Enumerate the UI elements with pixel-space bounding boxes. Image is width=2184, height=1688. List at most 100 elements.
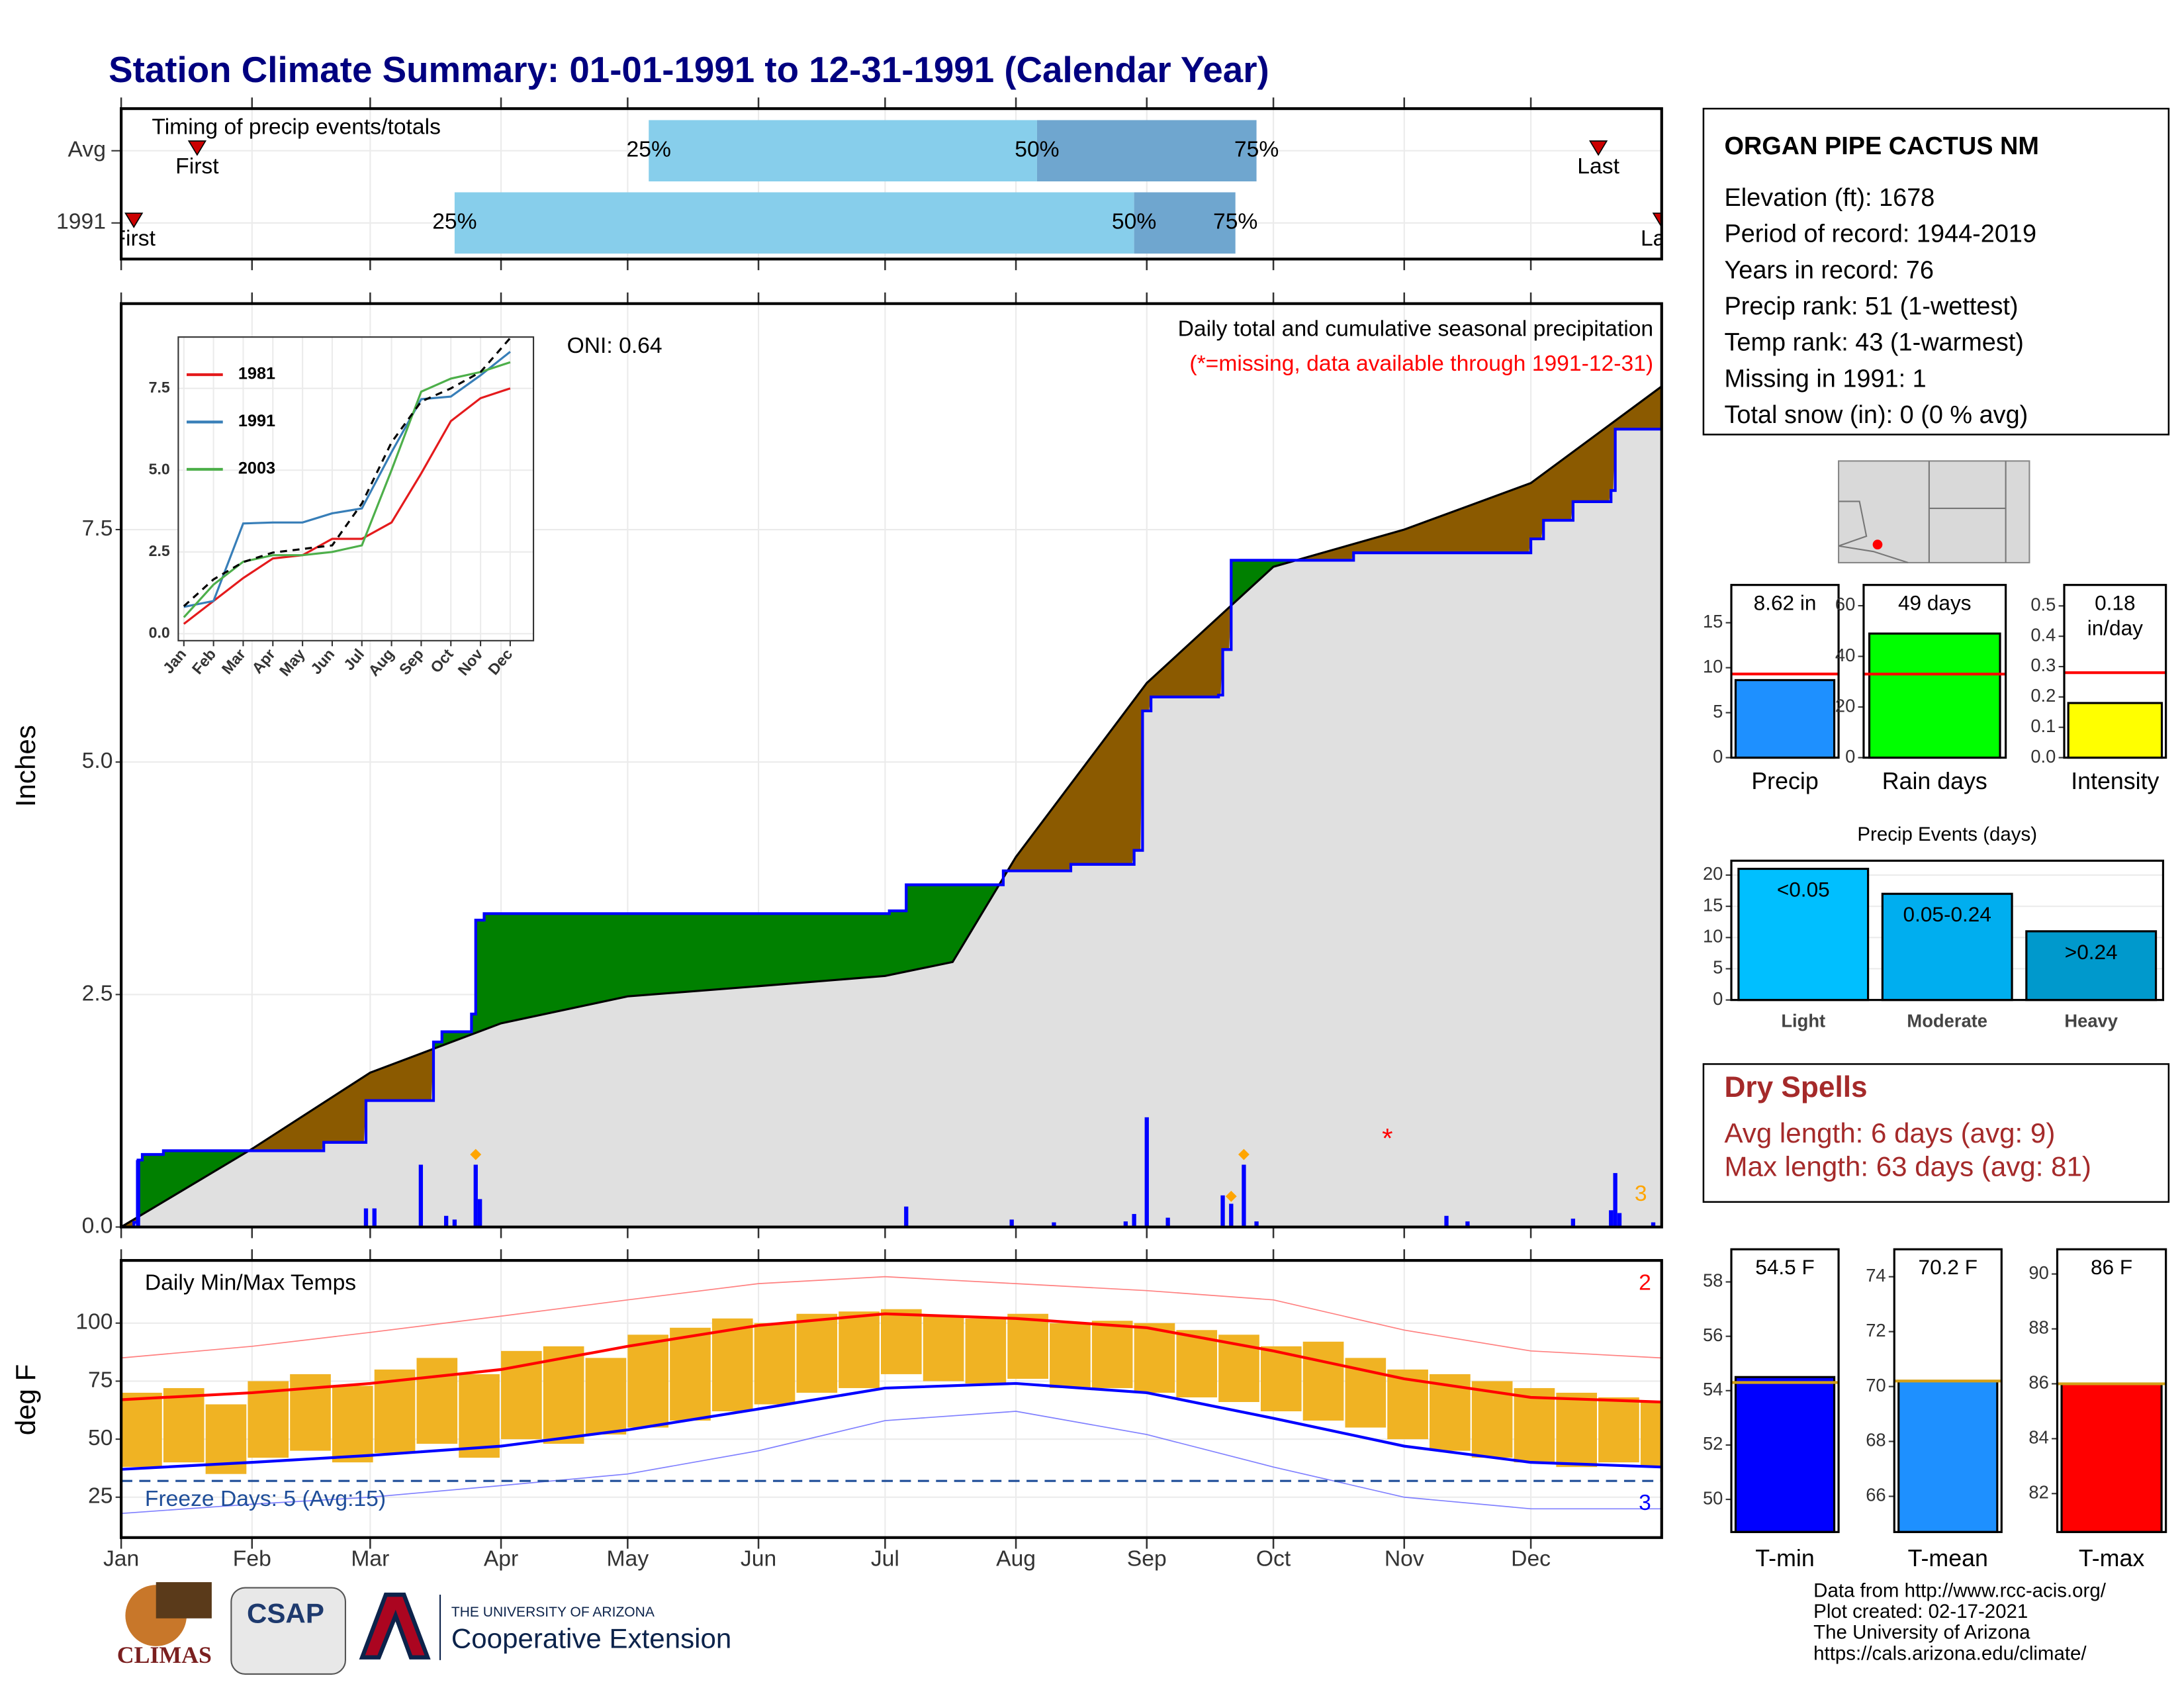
y-tick-label: 82 bbox=[2028, 1482, 2048, 1503]
bar-q50-q75 bbox=[1134, 192, 1236, 254]
quartile-label: 75% bbox=[1213, 210, 1257, 234]
temp-range-bar bbox=[923, 1316, 964, 1382]
daily-bar bbox=[1123, 1221, 1128, 1227]
station-line: Missing in 1991: 1 bbox=[1724, 365, 1926, 393]
panel-frame bbox=[1862, 584, 2007, 759]
extreme-marker bbox=[470, 1149, 482, 1160]
x-tick-label: Rain days bbox=[1882, 768, 1987, 794]
footer-logos: CLIMAS CSAP THE UNIVERSITY OF ARIZONA Co… bbox=[117, 1582, 731, 1675]
y-tick-label: 70 bbox=[1866, 1375, 1886, 1395]
temp-range-bar bbox=[965, 1318, 1007, 1383]
credit-line: Plot created: 02-17-2021 bbox=[1813, 1601, 2028, 1622]
x-tick-label: Jun bbox=[741, 1546, 776, 1571]
daily-bar bbox=[1052, 1222, 1056, 1227]
observed-line bbox=[121, 425, 1662, 1227]
quartile-label: 25% bbox=[432, 210, 477, 234]
bar bbox=[2060, 1382, 2163, 1533]
y-tick-label: 2.5 bbox=[149, 542, 170, 559]
temp-range-bar bbox=[332, 1385, 373, 1463]
event-label: First bbox=[113, 226, 156, 251]
row-label: Avg bbox=[68, 138, 106, 162]
temp-range-bar bbox=[670, 1327, 711, 1421]
value-label-box: 86 F bbox=[2091, 1256, 2132, 1280]
climas-logo: CLIMAS bbox=[117, 1642, 212, 1668]
y-tick-label: 0.3 bbox=[2030, 655, 2056, 675]
y-tick-label: 0.4 bbox=[2030, 624, 2056, 645]
x-tick-label: T-max bbox=[2079, 1545, 2144, 1571]
temp-range-bar bbox=[1007, 1313, 1048, 1379]
y-tick-label: 2.5 bbox=[82, 981, 113, 1006]
record-max-line bbox=[121, 1276, 1662, 1359]
y-tick-label: 68 bbox=[1866, 1430, 1886, 1450]
normal-line bbox=[121, 385, 1662, 1227]
panel-frame bbox=[2063, 584, 2167, 759]
station-line: Period of record: 1944-2019 bbox=[1724, 220, 2036, 248]
event-marker bbox=[124, 212, 144, 228]
count-label: 2 bbox=[1639, 1271, 1651, 1295]
daily-bar bbox=[1220, 1195, 1225, 1227]
map-frame bbox=[1838, 460, 2030, 564]
bar-q25-q50 bbox=[454, 192, 1134, 254]
daily-bar bbox=[1465, 1221, 1470, 1227]
y-tick-label: 0.0 bbox=[82, 1213, 113, 1238]
y-tick-label: 50 bbox=[88, 1426, 113, 1450]
x-tick-label: T-mean bbox=[1908, 1545, 1988, 1571]
university-name: THE UNIVERSITY OF ARIZONA bbox=[451, 1605, 655, 1620]
x-tick-label: Intensity bbox=[2071, 768, 2159, 794]
y-tick-label: 100 bbox=[75, 1310, 113, 1335]
y-tick-label: 88 bbox=[2028, 1317, 2048, 1338]
series-line bbox=[183, 337, 512, 607]
y-tick-label: 15 bbox=[1703, 894, 1723, 915]
extreme-marker bbox=[1238, 1149, 1250, 1160]
temp-range-bar bbox=[1556, 1392, 1598, 1468]
credits: Data from http://www.rcc-acis.org/Plot c… bbox=[1813, 1580, 2107, 1665]
daily-bar bbox=[1254, 1221, 1259, 1227]
bin-label: >0.24 bbox=[2065, 940, 2118, 964]
normal-max-line bbox=[121, 1312, 1662, 1404]
inset-frame bbox=[177, 336, 535, 641]
temp-range-bar bbox=[121, 1392, 162, 1468]
credit-line: Data from http://www.rcc-acis.org/ bbox=[1813, 1580, 2107, 1602]
temp-range-bar bbox=[543, 1346, 584, 1444]
freeze-label: Freeze Days: 5 (Avg:15) bbox=[145, 1487, 386, 1511]
y-tick-label: 5.0 bbox=[82, 749, 113, 773]
extreme-marker bbox=[1225, 1190, 1237, 1202]
border bbox=[1838, 545, 1909, 564]
event-label: First bbox=[175, 154, 219, 179]
daily-bar bbox=[1609, 1210, 1614, 1227]
oni-label: ONI: 0.64 bbox=[567, 334, 662, 358]
series-line bbox=[183, 351, 511, 608]
daily-bar bbox=[1651, 1222, 1656, 1227]
station-line: Elevation (ft): 1678 bbox=[1724, 184, 1934, 212]
y-tick-label: 56 bbox=[1703, 1325, 1723, 1345]
csap-frame bbox=[230, 1587, 346, 1675]
temp-range-bar bbox=[459, 1374, 500, 1458]
y-tick-label: 0.0 bbox=[149, 624, 170, 641]
y-tick-label: 72 bbox=[1866, 1320, 1886, 1340]
legend-label: 2003 bbox=[238, 459, 275, 478]
dry-spell-line: Avg length: 6 days (avg: 9) bbox=[1724, 1117, 2055, 1149]
credit-line: The University of Arizona bbox=[1813, 1622, 2030, 1644]
x-tick-label: Feb bbox=[233, 1546, 271, 1571]
daily-bar bbox=[904, 1206, 909, 1227]
x-tick-label: Heavy bbox=[2064, 1011, 2118, 1031]
event-marker bbox=[187, 140, 207, 156]
timing-plot: Timing of precip events/totals 25% 50% 75% F… bbox=[113, 109, 1662, 259]
daily-bar bbox=[136, 1160, 140, 1227]
x-tick-label: Sep bbox=[1127, 1546, 1167, 1571]
y-tick-label: 7.5 bbox=[82, 516, 113, 541]
panel-frame bbox=[1730, 859, 2165, 1002]
y-tick-label: 5.0 bbox=[149, 460, 170, 477]
row-label: 1991 bbox=[56, 210, 106, 234]
y-tick-label: 0 bbox=[1713, 988, 1723, 1009]
y-tick-label: 66 bbox=[1866, 1485, 1886, 1505]
dry-spells-box bbox=[1702, 1063, 2170, 1203]
missing-marker: * bbox=[1382, 1123, 1392, 1154]
temp-range-bar bbox=[1514, 1387, 1555, 1463]
value-label: 49 days bbox=[1897, 592, 1972, 616]
panel-frame bbox=[1893, 1248, 2003, 1533]
station-dot bbox=[1872, 539, 1883, 550]
temp-range-bar bbox=[839, 1311, 880, 1388]
panel-frame bbox=[1730, 1248, 1840, 1533]
